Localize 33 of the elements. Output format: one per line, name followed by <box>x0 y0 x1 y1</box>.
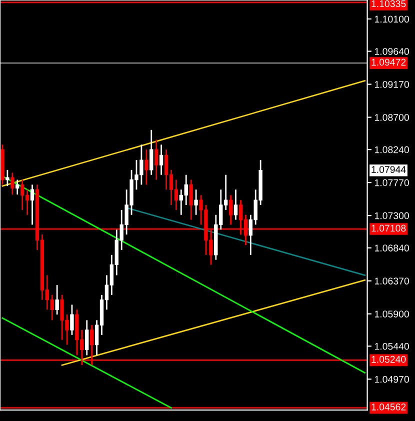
candlestick <box>10 172 14 196</box>
candlestick <box>154 139 158 180</box>
candlestick <box>234 188 238 220</box>
candlestick <box>144 148 148 186</box>
y-tick-label: 1.10100 <box>374 16 409 23</box>
candlestick <box>6 169 10 187</box>
y-tick-label: 1.05440 <box>374 342 409 350</box>
candlestick <box>16 179 20 196</box>
candlestick <box>30 184 34 226</box>
candlestick <box>194 188 198 216</box>
y-tick-label: 1.04970 <box>374 376 409 383</box>
candlestick <box>228 194 233 226</box>
text: 1.07944 <box>372 166 406 173</box>
ref-line-label: 1.10335 <box>372 0 406 8</box>
ref-line-label: 1.05240 <box>372 356 406 363</box>
candlestick <box>189 179 193 220</box>
y-tick-label: 1.08240 <box>374 146 409 154</box>
y-tick-label: 1.07770 <box>374 179 409 186</box>
y-tick-label: 1.06840 <box>374 244 409 252</box>
ref-line-label: 1.07108 <box>372 224 406 232</box>
candlestick <box>150 129 154 176</box>
candlestick <box>55 284 59 316</box>
y-tick-label: 1.05900 <box>374 310 409 318</box>
y-tick-label: 1.08700 <box>374 114 409 121</box>
ref-line-label: 1.04562 <box>372 404 406 410</box>
candlestick <box>159 144 164 176</box>
candlestick <box>85 319 89 356</box>
y-tick-label: 1.09640 <box>374 48 409 55</box>
y-tick-label: 1.07300 <box>374 212 409 220</box>
ref-line-label: 1.09472 <box>372 58 406 66</box>
y-tick-label: 1.06370 <box>374 278 409 284</box>
y-tick-label: 1.09170 <box>374 80 409 88</box>
candlestick <box>70 304 74 336</box>
